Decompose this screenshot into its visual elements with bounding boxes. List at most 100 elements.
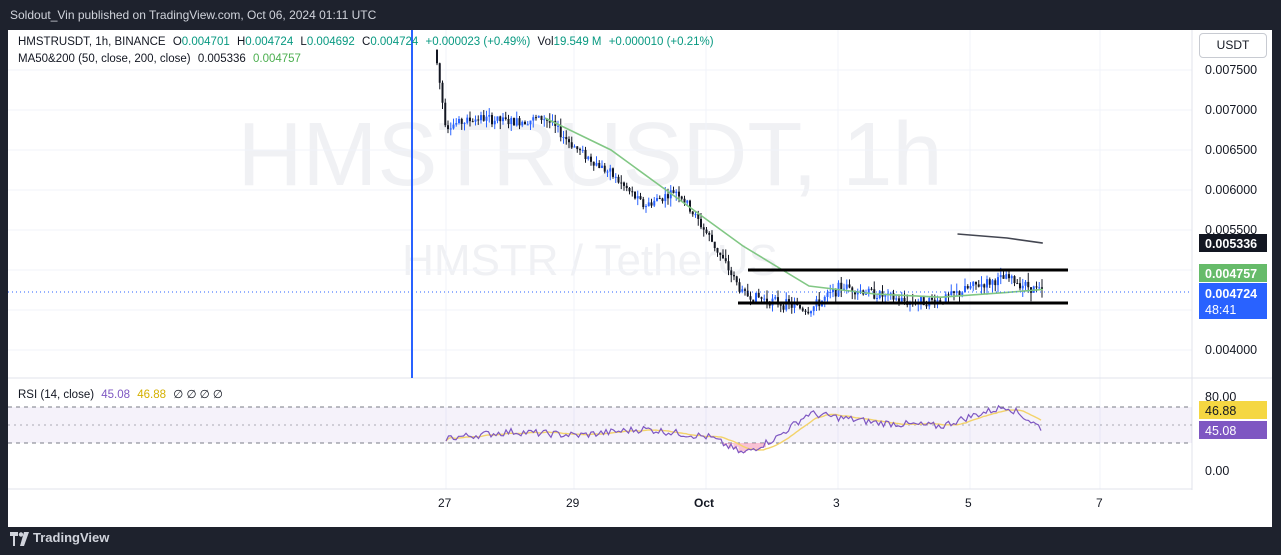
candle-body <box>843 288 845 290</box>
last-price-badge: 0.004724 <box>1205 287 1257 301</box>
candle-body <box>746 290 749 297</box>
candle-body <box>799 305 801 309</box>
ma50-value: 0.005336 <box>197 53 246 65</box>
candle-body <box>471 121 474 123</box>
candle-body <box>601 165 603 168</box>
rsi-legend[interactable]: RSI (14, close) 45.08 46.88 ∅ ∅ ∅ ∅ <box>18 387 223 401</box>
candle-body <box>738 282 741 292</box>
candle-body <box>702 227 705 230</box>
candle-body <box>441 82 444 103</box>
candle-body <box>711 234 713 242</box>
candle-body <box>865 293 867 295</box>
candle-body <box>592 161 595 166</box>
time-tick: 27 <box>438 496 452 510</box>
candle-body <box>889 293 892 295</box>
candle-body <box>584 149 587 160</box>
high-value: 0.004724 <box>245 36 294 48</box>
ma-label[interactable]: MA50&200 (50, close, 200, close) <box>18 53 191 65</box>
time-tick: 7 <box>1096 496 1103 510</box>
candle-body <box>510 118 513 125</box>
ma200-line <box>957 233 1043 244</box>
rsi-value: 45.08 <box>101 389 131 401</box>
ma-legend[interactable]: MA50&200 (50, close, 200, close) 0.00533… <box>18 53 301 65</box>
candle-body <box>587 156 590 160</box>
ohlc-legend[interactable]: HMSTRUSDT, 1h, BINANCE O0.004701 H0.0047… <box>18 36 714 48</box>
price-tick: 0.005500 <box>1205 223 1257 237</box>
candle-body <box>455 123 458 125</box>
rsi-ma-value: 46.88 <box>137 389 167 401</box>
candle-body <box>642 199 645 208</box>
candle-body <box>697 214 700 219</box>
candle-body <box>922 296 925 306</box>
tradingview-logo-icon[interactable] <box>10 532 30 546</box>
candle-body <box>458 118 460 124</box>
candle-body <box>851 287 854 293</box>
candle-body <box>1005 274 1008 279</box>
candle-body <box>947 294 950 296</box>
candle-body <box>543 119 546 121</box>
candle-body <box>834 289 837 297</box>
candle-body <box>856 291 859 295</box>
candle-body <box>513 118 515 126</box>
candle-body <box>603 165 606 172</box>
symbol-label[interactable]: HMSTRUSDT, 1h, BINANCE <box>18 36 166 48</box>
candle-body <box>658 198 661 200</box>
low-label: L <box>300 36 307 48</box>
candle-body <box>609 168 612 172</box>
volume-value: 19.549 M <box>553 36 602 48</box>
candle-body <box>804 310 807 312</box>
candle-body <box>650 202 653 206</box>
candle-body <box>977 284 980 287</box>
low-value: 0.004692 <box>306 36 355 48</box>
rsi-label[interactable]: RSI (14, close) <box>18 389 95 401</box>
candle-body <box>557 125 559 127</box>
candle-body <box>631 191 634 193</box>
candle-body <box>708 232 711 235</box>
candle-body <box>840 282 843 289</box>
candle-body <box>730 270 733 276</box>
tradingview-brand[interactable]: TradingView <box>33 530 110 545</box>
volume-label: Vol <box>537 36 554 48</box>
candle-body <box>491 115 493 125</box>
price-tick: 0.004000 <box>1205 343 1257 357</box>
candle-body <box>859 290 862 292</box>
candle-body <box>944 294 947 304</box>
candle-body <box>812 306 815 312</box>
publish-line: Soldout_Vin published on TradingView.com… <box>10 8 377 22</box>
candle-body <box>733 275 735 277</box>
candle-body <box>559 125 562 138</box>
rsi-badge: 45.08 <box>1205 424 1236 438</box>
candle-body <box>782 305 785 310</box>
candle-body <box>801 308 804 311</box>
candle-body <box>518 118 521 126</box>
candle-body <box>689 200 691 212</box>
price-axis[interactable]: 0.007500 0.007000 0.006500 0.006000 0.00… <box>1205 63 1257 357</box>
candle-body <box>562 137 565 139</box>
candle-body <box>884 294 887 297</box>
candle-body <box>1021 285 1024 289</box>
currency-button[interactable]: USDT <box>1199 33 1267 58</box>
candle-body <box>526 124 529 126</box>
candle-body <box>1019 283 1021 289</box>
rsi-tick: 80.00 <box>1205 390 1236 404</box>
candle-body <box>524 121 526 125</box>
time-tick: 3 <box>833 496 840 510</box>
candle-body <box>713 241 716 249</box>
candle-body <box>939 300 942 303</box>
candle-body <box>1041 287 1043 290</box>
ma200-price-badge: 0.004757 <box>1205 267 1257 281</box>
candle-body <box>477 119 480 121</box>
candle-body <box>614 176 617 178</box>
candle-body <box>1024 281 1027 286</box>
candle-body <box>590 156 592 162</box>
candle-body <box>876 298 878 300</box>
candle-body <box>964 286 966 293</box>
open-value: 0.004701 <box>181 36 230 48</box>
candle-body <box>672 190 675 194</box>
candle-body <box>757 292 760 298</box>
candle-body <box>823 296 826 301</box>
candle-body <box>438 63 441 83</box>
bar-countdown: 48:41 <box>1205 303 1236 317</box>
candle-body <box>845 284 848 289</box>
